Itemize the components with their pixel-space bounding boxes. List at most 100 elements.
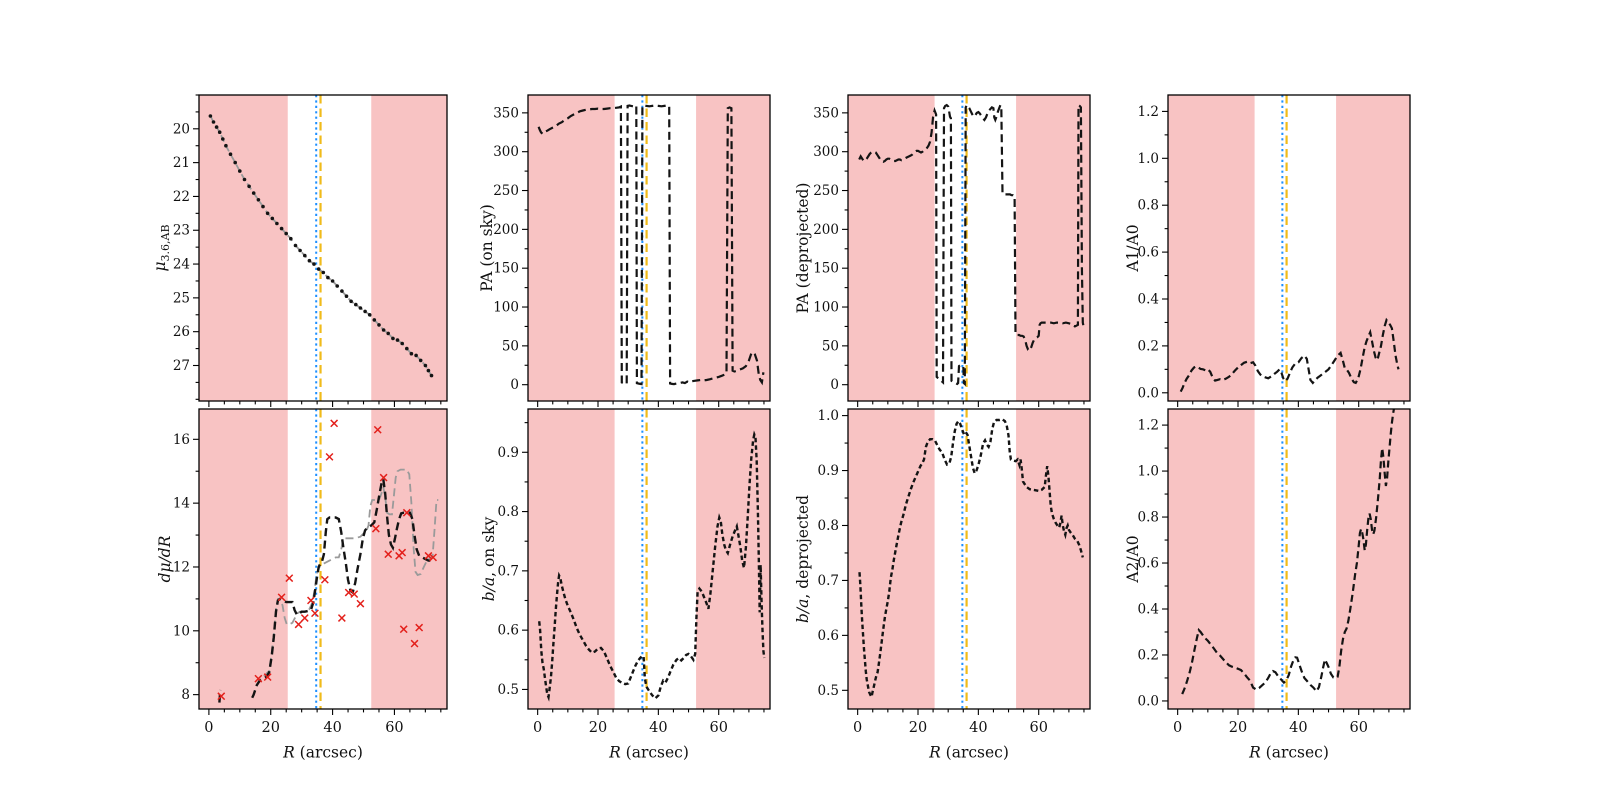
series-line — [858, 102, 1086, 387]
shaded-band — [528, 95, 615, 401]
y-tick-label: 0.9 — [818, 463, 839, 479]
y-tick-label: 0.8 — [818, 518, 839, 534]
xlabel-r-arcsec-col3: R (arcsec) — [929, 743, 1009, 762]
data-point — [418, 358, 423, 363]
axes-frame — [847, 94, 1091, 402]
data-point — [284, 231, 289, 236]
panel-pa-deprojected: 0 50 100 150 200 250 300 350 — [813, 94, 1091, 407]
panel-a1-a0: 0.0 0.2 0.4 0.6 0.8 1.0 1.2 — [1138, 94, 1411, 407]
y-tick-label: 0.9 — [498, 445, 519, 461]
data-point — [233, 160, 237, 165]
data-point — [426, 368, 431, 373]
series-line — [538, 430, 766, 702]
data-point — [312, 262, 316, 266]
y-tick-label: 0 — [510, 377, 519, 393]
data-point — [321, 270, 326, 275]
ylabel-ba-deprojected: b/a, deprojected — [793, 495, 812, 623]
y-tick-label: 200 — [813, 222, 839, 238]
y-tick-label: 0.8 — [1138, 198, 1159, 214]
y-tick-label: 100 — [493, 300, 519, 316]
data-point — [217, 130, 222, 134]
y-tick-label: 0.2 — [1138, 647, 1159, 663]
shaded-band — [1168, 409, 1255, 709]
shaded-band — [199, 409, 288, 709]
x-marker — [294, 620, 303, 629]
ylabel-a2-a0: A2/A0 — [1123, 535, 1142, 583]
data-point — [349, 299, 353, 304]
data-point — [391, 336, 395, 341]
x-marker — [429, 553, 438, 562]
data-point — [293, 243, 298, 248]
axes-frame — [527, 408, 771, 710]
shaded-band — [1336, 409, 1410, 709]
y-tick-label: 1.2 — [1138, 418, 1159, 434]
y-tick-label: 16 — [173, 432, 190, 448]
x-marker — [325, 452, 334, 461]
x-marker — [300, 614, 309, 622]
data-point — [221, 137, 225, 141]
data-point — [228, 152, 233, 156]
y-tick-label: 0.2 — [1138, 338, 1159, 354]
y-tick-label: 25 — [173, 290, 190, 306]
y-tick-label: 21 — [173, 155, 190, 171]
data-point — [211, 120, 216, 124]
x-marker — [277, 593, 286, 602]
x-tick-label: 60 — [709, 720, 727, 736]
x-marker — [337, 614, 346, 622]
x-marker — [415, 623, 424, 632]
data-point — [395, 338, 400, 342]
ylabel-pa-deprojected: PA (deprojected) — [793, 182, 812, 314]
x-tick-label: 60 — [1349, 720, 1367, 736]
panel-ba-on-sky: 0 20 40 60 0.5 0.6 0.7 0.8 0.9 — [498, 408, 771, 736]
x-marker — [410, 639, 419, 648]
panel-ba-deprojected: 0 20 40 60 0.5 0.6 0.7 0.8 0.9 1.0 — [818, 408, 1091, 736]
y-tick-label: 12 — [173, 559, 190, 575]
y-tick-label: 0 — [830, 377, 839, 393]
x-marker — [263, 673, 272, 682]
x-marker — [307, 596, 315, 605]
panel-surface-brightness: 20 21 22 23 24 25 26 27 — [173, 94, 448, 407]
data-point — [326, 275, 330, 280]
y-tick-label: 150 — [493, 261, 519, 277]
panel-a2-a0: 0 20 40 60 0.0 0.2 0.4 0.6 0.8 1.0 1.2 — [1138, 408, 1411, 736]
data-point — [335, 284, 340, 288]
y-tick-label: 1.0 — [1138, 151, 1159, 167]
data-point — [307, 258, 312, 263]
y-tick-label: 200 — [493, 222, 519, 238]
panel-dmu-dr: 0 20 40 60 8 10 12 14 16 — [173, 408, 448, 736]
y-tick-label: 8 — [181, 687, 190, 703]
data-point — [261, 204, 265, 209]
shaded-band — [848, 409, 935, 709]
y-tick-label: 24 — [173, 257, 190, 273]
data-point — [303, 253, 307, 258]
y-tick-label: 10 — [173, 623, 190, 639]
data-point — [367, 313, 372, 317]
data-point — [344, 294, 349, 299]
y-tick-label: 0.6 — [818, 628, 839, 644]
y-tick-label: 0.8 — [1138, 510, 1159, 526]
y-tick-label: 0.8 — [498, 504, 519, 520]
y-tick-label: 1.0 — [818, 408, 839, 424]
x-tick-label: 60 — [1029, 720, 1047, 736]
x-tick-label: 40 — [1289, 720, 1307, 736]
data-point — [275, 221, 279, 226]
x-marker — [373, 425, 382, 434]
x-marker — [399, 625, 408, 634]
data-point — [224, 143, 228, 148]
x-tick-label: 20 — [909, 720, 927, 736]
data-point — [372, 318, 377, 322]
y-tick-label: 1.0 — [1138, 464, 1159, 480]
x-tick-label: 20 — [262, 720, 280, 736]
series-line — [858, 418, 1084, 701]
series-line — [1181, 409, 1396, 695]
data-point — [238, 169, 242, 173]
data-point — [298, 248, 302, 253]
x-tick-label: 40 — [323, 720, 341, 736]
x-marker — [320, 575, 329, 584]
shaded-band — [199, 95, 288, 401]
ylabel-surface-brightness: μ3.6,AB — [150, 224, 173, 272]
x-tick-label: 20 — [1229, 720, 1247, 736]
y-tick-label: 26 — [173, 324, 190, 340]
